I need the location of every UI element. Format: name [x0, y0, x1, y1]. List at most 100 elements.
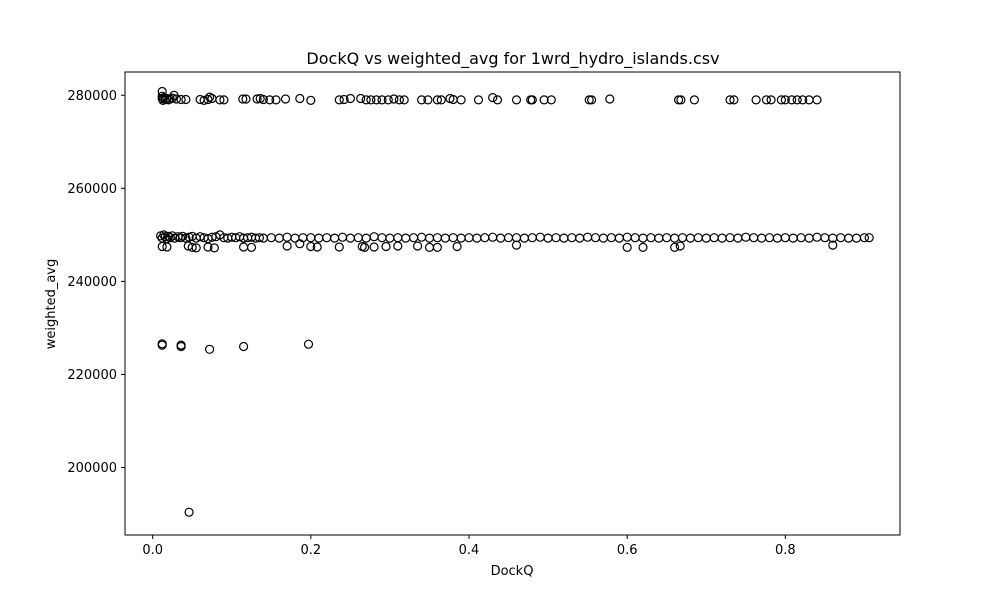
data-point — [157, 340, 167, 350]
data-point — [511, 95, 522, 105]
data-point — [776, 95, 787, 105]
data-point — [175, 233, 185, 243]
data-point — [383, 95, 393, 105]
data-point — [303, 339, 314, 349]
data-point — [792, 95, 802, 105]
data-point — [246, 242, 257, 252]
data-point — [219, 95, 229, 105]
data-point — [381, 241, 391, 252]
data-point — [271, 95, 281, 105]
data-point — [369, 242, 379, 252]
data-point — [181, 94, 191, 105]
data-point — [241, 94, 251, 104]
data-point — [306, 95, 316, 106]
data-point — [638, 242, 648, 252]
data-point — [432, 95, 442, 105]
x-tick-label: 0.2 — [300, 543, 321, 558]
data-point — [162, 242, 172, 252]
data-point — [605, 94, 615, 104]
data-point — [675, 241, 685, 251]
data-point — [488, 92, 498, 103]
y-axis-label: weighted_avg — [44, 259, 59, 350]
data-point — [539, 95, 549, 105]
data-point — [366, 95, 376, 105]
data-point — [334, 242, 344, 252]
data-point — [394, 95, 404, 105]
data-point — [215, 95, 225, 105]
data-point — [312, 242, 322, 252]
data-point — [492, 95, 503, 105]
data-point — [780, 95, 790, 105]
data-point — [673, 95, 684, 105]
data-point — [187, 242, 197, 252]
data-point — [864, 233, 874, 243]
data-point — [473, 95, 484, 105]
data-point — [334, 95, 344, 105]
data-point — [584, 95, 594, 105]
x-tick-label: 0.4 — [459, 543, 480, 558]
data-point — [725, 95, 735, 105]
x-tick-label: 0.0 — [142, 543, 163, 558]
data-point — [377, 95, 387, 105]
data-point — [209, 243, 219, 253]
data-point — [295, 93, 305, 104]
data-point — [361, 95, 371, 105]
data-point — [171, 94, 181, 104]
data-point — [205, 92, 215, 102]
data-point — [163, 231, 174, 241]
data-point — [393, 241, 403, 251]
x-axis-ticks: 0.0 0.2 0.4 0.6 0.8 — [142, 535, 796, 558]
y-tick-label: 220000 — [67, 368, 117, 383]
data-point — [280, 94, 291, 104]
y-tick-label: 280000 — [67, 89, 117, 104]
data-point — [157, 241, 167, 252]
data-point — [812, 95, 822, 105]
data-point — [456, 95, 466, 105]
data-point — [345, 93, 355, 104]
plot-frame — [124, 71, 901, 536]
data-point — [527, 95, 537, 105]
data-point — [436, 95, 446, 105]
data-point — [413, 241, 423, 251]
data-point — [184, 507, 194, 517]
data-point — [360, 242, 370, 252]
data-point — [417, 95, 427, 105]
data-point — [761, 95, 772, 105]
data-point — [203, 242, 213, 252]
data-point — [238, 94, 248, 104]
data-point — [828, 240, 838, 250]
data-point — [423, 95, 433, 105]
data-point — [729, 95, 739, 105]
chart-title: DockQ vs weighted_avg for 1wrd_hydro_isl… — [306, 49, 719, 69]
data-point — [669, 242, 680, 252]
data-point — [306, 241, 316, 252]
data-point — [689, 95, 700, 105]
data-point — [339, 94, 349, 105]
data-point — [176, 94, 186, 105]
data-point — [586, 95, 597, 105]
data-point — [511, 240, 522, 250]
data-point — [160, 94, 170, 105]
y-tick-label: 200000 — [67, 461, 117, 476]
data-point — [191, 243, 201, 253]
data-point — [751, 95, 761, 105]
data-point — [160, 232, 170, 242]
data-point — [452, 241, 462, 252]
data-point — [239, 341, 249, 352]
data-point — [432, 242, 442, 252]
x-tick-label: 0.8 — [775, 543, 796, 558]
data-point — [371, 95, 382, 105]
data-point — [787, 95, 797, 105]
data-point — [252, 94, 262, 104]
data-point — [176, 341, 186, 352]
y-tick-label: 260000 — [67, 182, 117, 197]
y-axis-ticks: 200000 220000 240000 260000 280000 — [67, 89, 125, 476]
data-point — [399, 95, 409, 105]
data-point — [622, 242, 632, 252]
data-point — [254, 233, 264, 243]
data-point — [389, 94, 399, 104]
data-point — [157, 86, 167, 97]
data-point — [798, 95, 808, 105]
